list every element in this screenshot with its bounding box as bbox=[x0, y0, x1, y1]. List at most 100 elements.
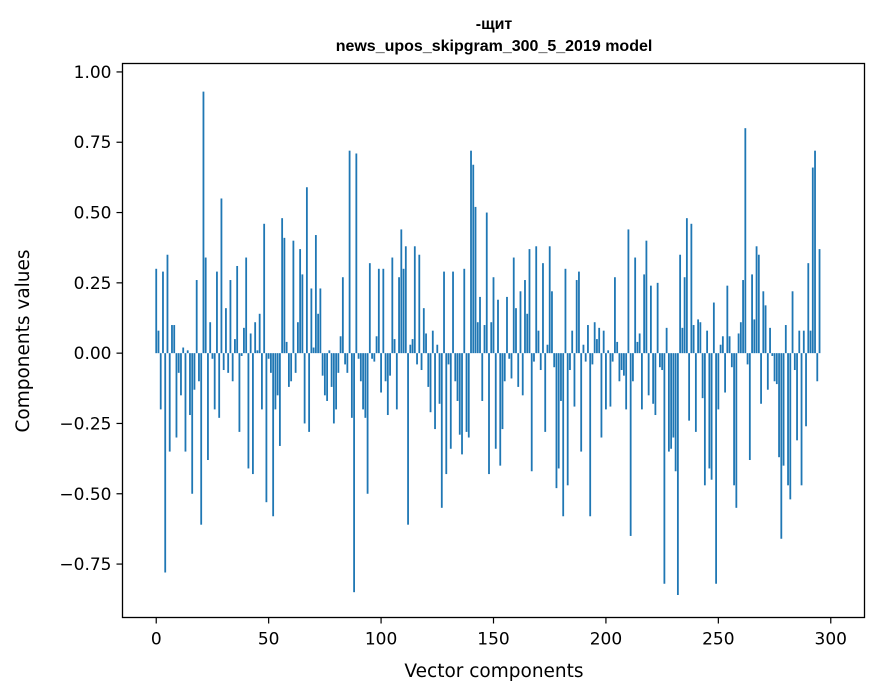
bar bbox=[155, 268, 158, 354]
bar bbox=[182, 347, 185, 354]
bar bbox=[667, 353, 670, 452]
bar bbox=[474, 206, 477, 354]
bar bbox=[539, 353, 542, 371]
bar bbox=[366, 353, 369, 494]
bar bbox=[598, 327, 601, 354]
bar bbox=[386, 353, 389, 416]
bar bbox=[544, 353, 547, 432]
bar bbox=[467, 353, 470, 438]
bar bbox=[499, 353, 502, 466]
bar bbox=[641, 353, 643, 410]
bar bbox=[292, 240, 295, 354]
bar bbox=[636, 341, 639, 354]
bar bbox=[303, 353, 306, 424]
bar bbox=[391, 257, 394, 354]
bar bbox=[807, 263, 810, 354]
bar bbox=[245, 257, 248, 354]
bar bbox=[305, 187, 308, 354]
bar bbox=[186, 350, 189, 354]
bar bbox=[719, 344, 722, 354]
bar bbox=[355, 153, 358, 354]
bar bbox=[643, 274, 646, 354]
bar bbox=[627, 229, 630, 354]
bar bbox=[679, 254, 682, 354]
bar bbox=[346, 353, 349, 373]
bar bbox=[573, 353, 576, 407]
bar bbox=[350, 353, 353, 418]
bar bbox=[191, 353, 194, 494]
bar bbox=[692, 325, 695, 354]
bar bbox=[229, 280, 232, 354]
bar bbox=[200, 353, 203, 525]
y-tick-label: 0.25 bbox=[74, 274, 112, 294]
bar bbox=[314, 235, 317, 354]
bar bbox=[526, 313, 529, 354]
bar bbox=[409, 344, 412, 354]
bar bbox=[681, 327, 684, 354]
bar bbox=[517, 353, 520, 387]
bar bbox=[299, 249, 302, 354]
bar bbox=[296, 322, 299, 354]
bar bbox=[323, 353, 326, 396]
bar bbox=[207, 353, 209, 461]
bar bbox=[184, 353, 187, 452]
bar bbox=[530, 353, 533, 472]
bar bbox=[546, 344, 549, 354]
bar bbox=[319, 288, 322, 354]
bar bbox=[593, 322, 596, 354]
bar bbox=[620, 353, 623, 371]
bar bbox=[787, 353, 789, 486]
bar bbox=[710, 353, 713, 480]
bar bbox=[618, 353, 621, 382]
x-axis: 0 50 100 150 200 250 300 bbox=[151, 617, 847, 650]
bar bbox=[171, 325, 173, 354]
bar bbox=[218, 353, 221, 418]
bar bbox=[344, 353, 346, 365]
chart-subtitle: news_upos_skipgram_300_5_2019 model bbox=[336, 38, 653, 55]
bar bbox=[267, 353, 270, 359]
bar bbox=[555, 353, 558, 489]
bar bbox=[407, 353, 409, 525]
bar bbox=[739, 322, 742, 354]
bar bbox=[373, 353, 376, 362]
bar bbox=[157, 330, 160, 354]
bar bbox=[380, 353, 382, 393]
bar bbox=[209, 322, 212, 354]
bar bbox=[481, 353, 484, 401]
bar bbox=[164, 353, 167, 573]
bar bbox=[454, 353, 457, 382]
bar bbox=[371, 353, 373, 359]
bar bbox=[793, 353, 796, 371]
bar bbox=[488, 353, 490, 475]
bar bbox=[737, 333, 740, 354]
bar bbox=[742, 280, 744, 354]
bar bbox=[528, 249, 531, 354]
bar bbox=[404, 246, 407, 354]
bar bbox=[733, 353, 735, 486]
bar bbox=[571, 330, 574, 354]
bar bbox=[726, 285, 729, 354]
bar bbox=[485, 212, 488, 354]
bar bbox=[690, 223, 693, 354]
bar bbox=[753, 319, 756, 354]
bar bbox=[796, 353, 798, 441]
y-axis-label: Components values bbox=[13, 249, 34, 432]
bar bbox=[236, 265, 239, 354]
bar bbox=[494, 353, 497, 449]
bar bbox=[724, 353, 726, 393]
bar bbox=[287, 353, 290, 387]
x-tick-label: 100 bbox=[365, 630, 397, 650]
bar bbox=[596, 339, 598, 354]
y-tick-label: −0.50 bbox=[59, 485, 111, 505]
bar bbox=[400, 229, 403, 354]
bar bbox=[173, 325, 176, 354]
bar bbox=[285, 341, 288, 354]
bar bbox=[362, 353, 364, 410]
bar bbox=[416, 353, 418, 365]
bar bbox=[508, 353, 511, 359]
bar bbox=[634, 257, 637, 354]
bar bbox=[557, 353, 560, 469]
bar bbox=[261, 353, 263, 410]
bar bbox=[524, 280, 526, 354]
